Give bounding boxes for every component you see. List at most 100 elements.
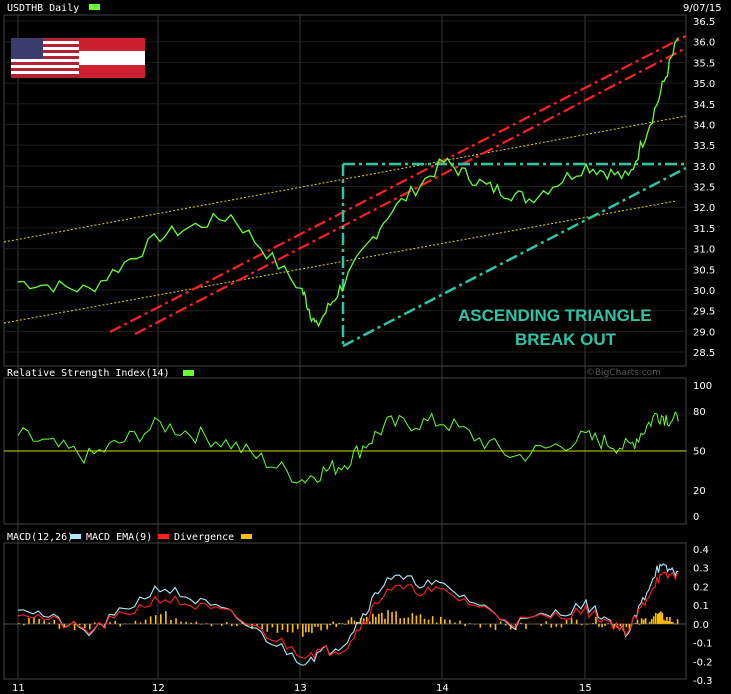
divergence-bar (664, 620, 667, 624)
divergence-bar (190, 622, 193, 624)
divergence-bar (33, 617, 35, 624)
divergence-bar (499, 621, 502, 624)
divergence-bar (634, 622, 637, 624)
divergence-bar (326, 623, 328, 630)
divergence-bar (175, 618, 177, 624)
divergence-bar (604, 623, 606, 626)
divergence-bar (636, 619, 639, 624)
divergence-bar (459, 620, 461, 624)
divergence-bar (525, 623, 527, 629)
divergence-bar (281, 623, 284, 630)
price-tick-label: 30.0 (693, 286, 715, 297)
divergence-bar (619, 623, 622, 627)
divergence-bar (89, 623, 91, 630)
divergence-bar (23, 623, 25, 626)
divergence-bar (670, 622, 673, 624)
macd-tick-label: -0.3 (693, 676, 713, 687)
divergence-bar (236, 623, 238, 627)
divergence-legend-swatch (241, 534, 252, 539)
divergence-bar (652, 616, 655, 624)
divergence-bar (329, 623, 331, 626)
divergence-bar (308, 623, 310, 633)
divergence-bar (550, 623, 553, 628)
divergence-bar (555, 623, 558, 627)
macd-tick-label: 0.0 (693, 620, 709, 631)
rsi-tick-label: 0 (693, 512, 699, 523)
divergence-bar (317, 623, 319, 627)
divergence-bar (302, 623, 304, 637)
divergence-bar (560, 623, 563, 628)
x-tick-label: 11 (12, 683, 25, 694)
divergence-bar (663, 619, 665, 624)
divergence-bar (672, 622, 674, 624)
divergence-bar (241, 623, 243, 624)
price-legend-swatch (89, 4, 100, 10)
rsi-tick-label: 20 (693, 486, 706, 497)
macd-tick-label: 0.1 (693, 601, 709, 612)
divergence-bar (650, 618, 653, 624)
macd-ema-line (17, 571, 679, 660)
divergence-bar (494, 623, 497, 631)
annotation-line2: BREAK OUT (515, 330, 617, 349)
rsi-title: Relative Strength Index(14) (7, 368, 170, 379)
divergence-bar (427, 619, 430, 624)
divergence-bar (598, 623, 600, 627)
vertical-gridlines (17, 15, 586, 679)
price-tick-label: 35.0 (693, 79, 715, 90)
divergence-bar (625, 623, 628, 628)
macd-axis-ticks: 0.4 0.3 0.2 0.1 0.0 -0.1 -0.2 -0.3 (693, 545, 713, 687)
divergence-bar (435, 622, 438, 624)
yellow-trend-channel (3, 115, 687, 324)
divergence-bar (595, 617, 597, 624)
divergence-bar (371, 613, 374, 624)
divergence-bar (344, 623, 347, 625)
divergence-bar (251, 623, 253, 630)
divergence-bar (276, 623, 279, 633)
divergence-bar (381, 612, 383, 624)
rsi-legend-swatch (183, 370, 194, 376)
divergence-bar (454, 622, 456, 624)
divergence-bar (109, 622, 111, 624)
divergence-bar (403, 617, 406, 624)
divergence-bar (399, 618, 401, 624)
divergence-bar (658, 612, 661, 624)
price-series (17, 37, 679, 328)
divergence-bar (311, 623, 313, 633)
divergence-bar (305, 623, 307, 633)
macd-panel (3, 542, 687, 680)
divergence-bar (504, 623, 507, 626)
divergence-bar (139, 622, 142, 624)
ema-legend-label: MACD EMA(9) (86, 532, 152, 543)
divergence-bar (395, 611, 397, 624)
divergence-bar (666, 616, 668, 624)
divergence-bar (586, 623, 588, 625)
divergence-bar (350, 617, 353, 624)
divergence-bar (28, 617, 30, 624)
price-tick-label: 33.0 (693, 162, 715, 173)
price-tick-label: 31.0 (693, 245, 715, 256)
price-tick-label: 34.0 (693, 120, 715, 131)
bigcharts-watermark: ©BigCharts.com (586, 368, 661, 378)
price-tick-label: 36.5 (693, 17, 715, 28)
divergence-bar (644, 618, 647, 624)
divergence-bar (676, 619, 679, 624)
divergence-bar (296, 623, 299, 630)
divergence-bar (149, 616, 152, 624)
divergence-bar (592, 623, 594, 624)
divergence-bar (320, 623, 322, 631)
divergence-bar (291, 623, 294, 633)
divergence-bar (144, 619, 147, 624)
divergence-bar (48, 622, 51, 624)
price-tick-label: 29.5 (693, 307, 715, 318)
divergence-bar (423, 618, 426, 624)
divergence-bar (449, 619, 451, 624)
divergence-bar (99, 623, 101, 625)
divergence-bar (68, 623, 71, 625)
divergence-bar (134, 620, 137, 624)
red-trend-channel (109, 35, 687, 335)
divergence-bar (73, 623, 76, 631)
divergence-bar (580, 623, 583, 626)
x-tick-label: 12 (152, 683, 165, 694)
macd-tick-label: 0.2 (693, 582, 709, 593)
